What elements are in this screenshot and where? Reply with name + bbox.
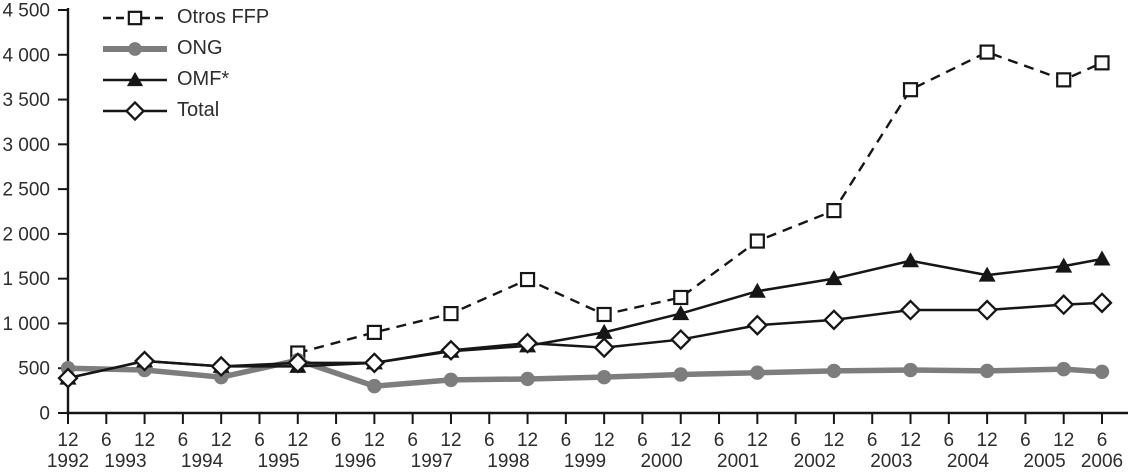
legend-label-otros-ffp: Otros FFP xyxy=(177,6,270,28)
svg-text:6: 6 xyxy=(714,430,725,451)
svg-text:2003: 2003 xyxy=(870,451,912,472)
svg-text:12: 12 xyxy=(440,430,461,451)
legend-swatch-dashed-square-icon xyxy=(102,8,168,28)
svg-text:6: 6 xyxy=(637,430,648,451)
svg-text:12: 12 xyxy=(747,430,768,451)
svg-text:1998: 1998 xyxy=(487,451,529,472)
svg-text:4 500: 4 500 xyxy=(2,1,50,22)
legend-item-omf: OMF* xyxy=(102,64,269,95)
legend-item-total: Total xyxy=(102,95,269,126)
svg-text:1995: 1995 xyxy=(257,451,299,472)
svg-text:6: 6 xyxy=(561,430,572,451)
svg-text:6: 6 xyxy=(484,430,495,451)
svg-text:12: 12 xyxy=(594,430,615,451)
svg-text:1993: 1993 xyxy=(104,451,146,472)
legend-label-total: Total xyxy=(177,99,220,121)
svg-text:4 000: 4 000 xyxy=(2,45,50,66)
legend-item-ong: ONG xyxy=(102,33,269,64)
legend-swatch-diamond-icon xyxy=(102,100,168,121)
svg-text:12: 12 xyxy=(364,430,385,451)
svg-text:12: 12 xyxy=(211,430,232,451)
chart-legend: Otros FFP ONG OMF* Total xyxy=(102,2,269,126)
svg-text:2005: 2005 xyxy=(1023,451,1065,472)
legend-label-omf: OMF* xyxy=(177,68,230,90)
svg-text:6: 6 xyxy=(790,430,801,451)
svg-text:12: 12 xyxy=(1053,430,1074,451)
svg-text:12: 12 xyxy=(287,430,308,451)
svg-text:2006: 2006 xyxy=(1081,451,1123,472)
svg-text:12: 12 xyxy=(134,430,155,451)
svg-text:12: 12 xyxy=(57,430,78,451)
svg-text:6: 6 xyxy=(944,430,955,451)
svg-text:1 500: 1 500 xyxy=(2,269,50,290)
svg-text:1997: 1997 xyxy=(411,451,453,472)
svg-text:12: 12 xyxy=(517,430,538,451)
legend-label-ong: ONG xyxy=(177,37,223,59)
svg-text:12: 12 xyxy=(670,430,691,451)
svg-text:2 500: 2 500 xyxy=(2,180,50,201)
legend-swatch-gray-circle-icon xyxy=(102,39,168,59)
svg-text:6: 6 xyxy=(1097,430,1108,451)
svg-text:0: 0 xyxy=(39,404,50,425)
svg-text:12: 12 xyxy=(823,430,844,451)
svg-text:3 000: 3 000 xyxy=(2,135,50,156)
svg-text:2001: 2001 xyxy=(717,451,759,472)
svg-text:1999: 1999 xyxy=(564,451,606,472)
svg-text:3 500: 3 500 xyxy=(2,90,50,111)
svg-text:1994: 1994 xyxy=(181,451,224,472)
svg-text:6: 6 xyxy=(178,430,189,451)
svg-text:2004: 2004 xyxy=(947,451,990,472)
svg-text:6: 6 xyxy=(101,430,112,451)
svg-text:2002: 2002 xyxy=(794,451,836,472)
svg-text:6: 6 xyxy=(407,430,418,451)
svg-text:1992: 1992 xyxy=(47,451,89,472)
legend-swatch-triangle-icon xyxy=(102,70,168,90)
legend-item-otros-ffp: Otros FFP xyxy=(102,2,269,33)
svg-text:12: 12 xyxy=(977,430,998,451)
svg-text:1 000: 1 000 xyxy=(2,314,50,335)
svg-text:6: 6 xyxy=(254,430,265,451)
svg-text:6: 6 xyxy=(331,430,342,451)
svg-text:12: 12 xyxy=(900,430,921,451)
svg-text:6: 6 xyxy=(867,430,878,451)
svg-text:2000: 2000 xyxy=(640,451,682,472)
svg-text:2 000: 2 000 xyxy=(2,224,50,245)
svg-text:500: 500 xyxy=(18,359,50,380)
svg-text:6: 6 xyxy=(1020,430,1031,451)
svg-text:1996: 1996 xyxy=(334,451,376,472)
